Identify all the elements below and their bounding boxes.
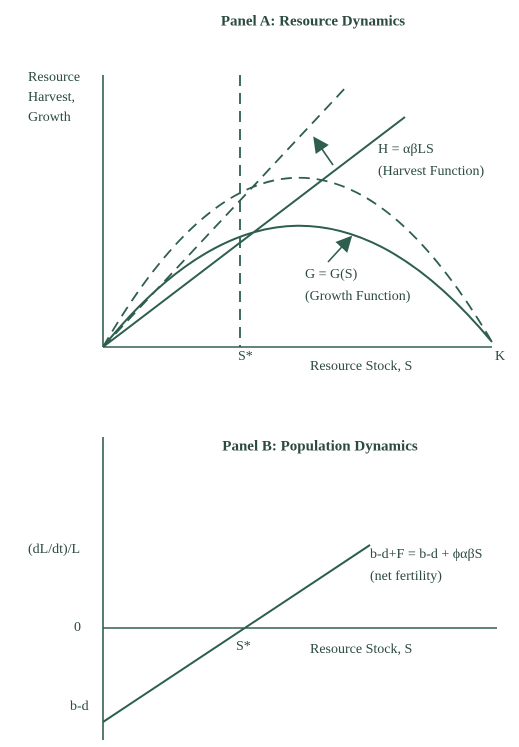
growth-curve-shifted xyxy=(102,176,493,348)
panel-b: Panel B: Population Dynamics (dL/dt)/L 0… xyxy=(28,437,497,740)
s-star-label: S* xyxy=(238,349,253,364)
growth-note: (Growth Function) xyxy=(305,289,411,304)
arrow xyxy=(327,235,353,263)
s-star-label: S* xyxy=(236,639,251,654)
intercept-label: b-d xyxy=(70,699,89,714)
zero-label: 0 xyxy=(74,620,81,635)
panel-a: Panel A: Resource Dynamics Resource Harv… xyxy=(28,13,505,374)
y-axis-label: (dL/dt)/L xyxy=(28,542,80,557)
fertility-line xyxy=(102,544,371,723)
y-axis-label: Harvest, xyxy=(28,90,75,105)
y-axis-label: Growth xyxy=(28,110,71,125)
x-axis-label: Resource Stock, S xyxy=(310,359,412,374)
harvest-line-shifted xyxy=(102,84,349,348)
harvest-label: H = αβLS xyxy=(378,142,434,157)
growth-label: G = G(S) xyxy=(305,267,358,282)
arrow xyxy=(313,136,334,166)
k-label: K xyxy=(495,349,505,364)
panel-title: Panel B: Population Dynamics xyxy=(222,438,418,454)
growth-curve xyxy=(102,224,493,348)
x-axis-label: Resource Stock, S xyxy=(310,642,412,657)
line-label: b-d+F = b-d + ϕαβS xyxy=(370,547,482,562)
line-note: (net fertility) xyxy=(370,569,442,584)
panel-title: Panel A: Resource Dynamics xyxy=(221,13,405,29)
harvest-note: (Harvest Function) xyxy=(378,164,484,179)
y-axis-label: Resource xyxy=(28,70,80,85)
